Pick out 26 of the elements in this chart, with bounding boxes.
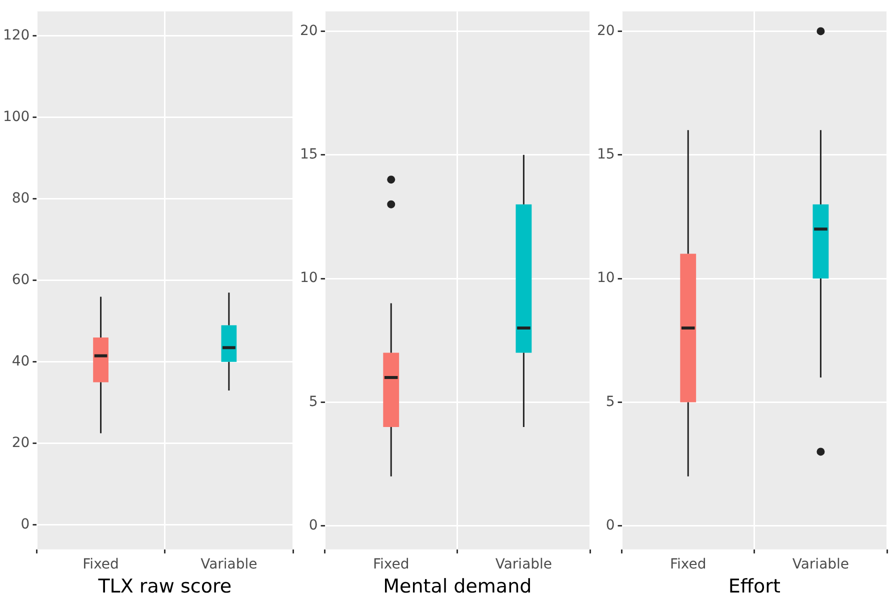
y-tick-label: 0 [606,518,615,534]
y-tick-label: 15 [300,146,318,163]
y-tick-label: 15 [596,146,615,163]
y-tick-label: 5 [308,394,318,410]
y-tick-label: 60 [12,272,30,288]
x-tick-label: Fixed [82,556,119,572]
y-tick-label: 80 [12,190,30,207]
y-tick-label: 100 [2,109,30,126]
x-axis-title: TLX raw score [97,576,232,598]
y-tick-label: 120 [2,27,30,44]
x-axis-title: Effort [728,576,780,598]
y-tick-label: 0 [308,518,318,534]
x-tick-label: Variable [200,556,258,572]
x-tick-label: Fixed [372,556,410,572]
y-tick-label: 40 [12,354,30,370]
y-tick-label: 5 [606,394,615,410]
y-tick-label: 10 [596,270,615,286]
x-axis-title: Mental demand [383,576,532,598]
x-tick-label: Variable [792,556,850,572]
y-tick-label: 0 [20,516,30,533]
x-tick-label: Fixed [670,556,706,572]
y-tick-label: 20 [12,435,30,452]
y-tick-label: 10 [300,270,318,286]
y-tick-label: 20 [596,22,615,39]
y-tick-label: 20 [300,22,318,39]
x-tick-label: Variable [495,556,552,572]
